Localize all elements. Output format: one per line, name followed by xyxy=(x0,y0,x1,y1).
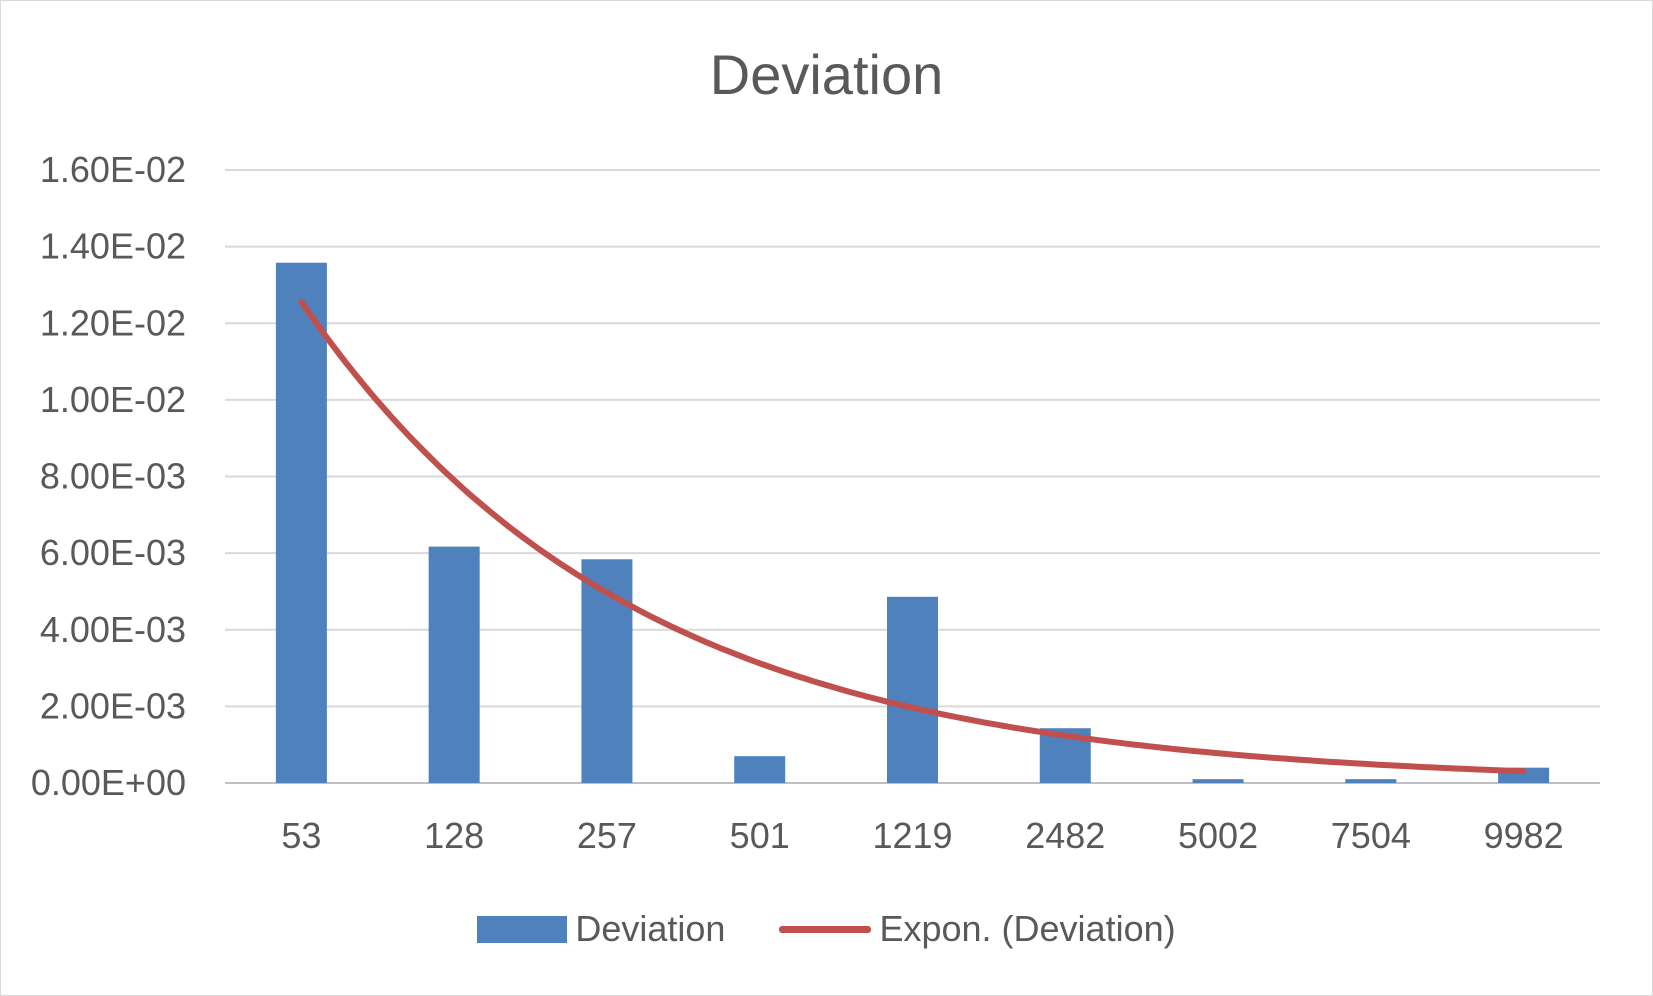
legend-label-trendline: Expon. (Deviation) xyxy=(879,908,1176,949)
y-tick-label: 4.00E-03 xyxy=(40,609,186,650)
bar-7504 xyxy=(1345,779,1397,783)
x-axis-tick-labels: 53 128 257 501 1219 2482 5002 7504 9982 xyxy=(281,815,1563,856)
bar-53 xyxy=(275,262,327,783)
legend-item-trendline: Expon. (Deviation) xyxy=(779,908,1176,950)
bar-257 xyxy=(581,559,633,783)
y-tick-label: 6.00E-03 xyxy=(40,532,186,573)
bar-501 xyxy=(734,756,786,783)
legend-label-deviation: Deviation xyxy=(575,908,726,949)
legend-item-deviation: Deviation xyxy=(477,908,725,950)
bar-128 xyxy=(428,546,480,783)
legend-swatch-bar xyxy=(477,915,568,943)
x-tick-label: 7504 xyxy=(1331,815,1411,856)
x-tick-label: 128 xyxy=(424,815,484,856)
y-tick-label: 1.20E-02 xyxy=(40,302,186,343)
x-tick-label: 5002 xyxy=(1178,815,1258,856)
y-tick-label: 1.40E-02 xyxy=(40,226,186,267)
bar-1219 xyxy=(887,596,938,783)
y-tick-label: 1.60E-02 xyxy=(40,149,186,190)
chart-title: Deviation xyxy=(709,43,944,106)
x-tick-label: 53 xyxy=(281,815,321,856)
trendline-exponential xyxy=(298,298,1527,775)
x-tick-label: 9982 xyxy=(1484,815,1564,856)
x-tick-label: 501 xyxy=(730,815,790,856)
legend: Deviation Expon. (Deviation) xyxy=(0,904,1653,954)
y-tick-label: 8.00E-03 xyxy=(40,456,186,497)
y-tick-label: 1.00E-02 xyxy=(40,379,186,420)
bars xyxy=(275,262,1550,783)
x-tick-label: 257 xyxy=(577,815,637,856)
y-tick-label: 0.00E+00 xyxy=(31,762,186,803)
y-tick-label: 2.00E-03 xyxy=(40,685,186,726)
legend-swatch-line xyxy=(779,925,872,933)
trendline xyxy=(298,298,1527,775)
x-tick-label: 1219 xyxy=(872,815,952,856)
bar-5002 xyxy=(1192,779,1244,783)
x-tick-label: 2482 xyxy=(1025,815,1105,856)
y-axis-tick-labels: 0.00E+00 2.00E-03 4.00E-03 6.00E-03 8.00E-03… xyxy=(31,149,186,803)
